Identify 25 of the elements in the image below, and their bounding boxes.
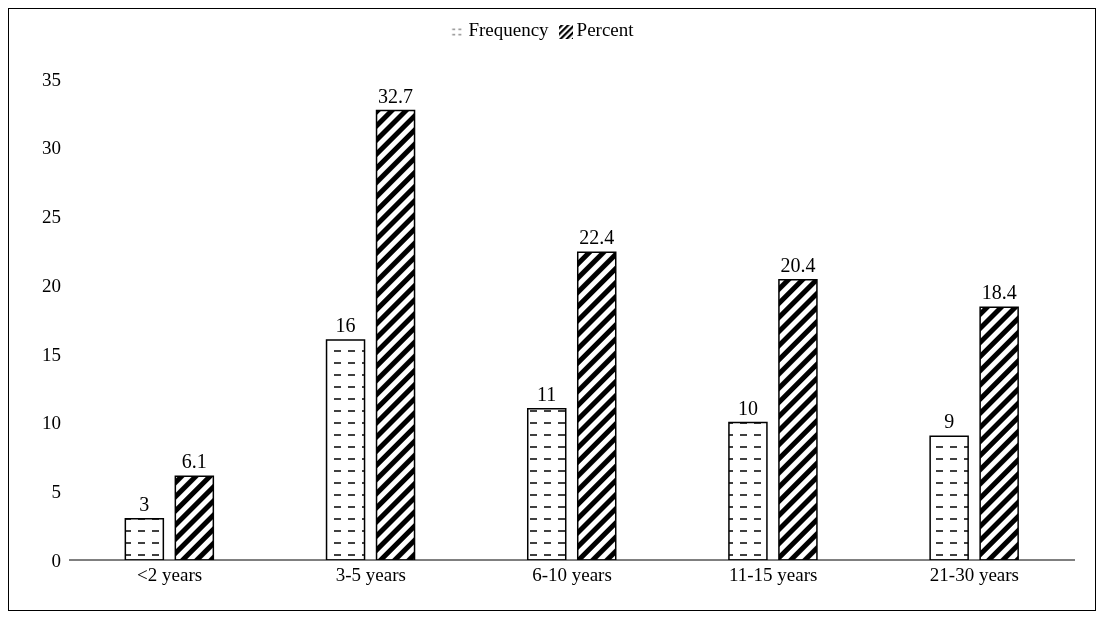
data-label: 6.1: [181, 450, 207, 473]
y-tick-label: 35: [42, 68, 61, 90]
y-tick-label: 20: [42, 274, 61, 296]
data-label: 3: [139, 492, 150, 515]
data-label: 22.4: [579, 226, 615, 249]
y-tick-label: 30: [42, 137, 61, 159]
y-tick-label: 25: [42, 206, 61, 228]
data-label: 11: [537, 382, 557, 405]
data-label: 16: [335, 314, 356, 337]
y-tick-label: 0: [51, 549, 61, 571]
data-label: 10: [737, 396, 758, 419]
x-tick-label: <2 years: [137, 564, 203, 586]
legend-label: Percent: [576, 19, 634, 40]
y-tick-label: 10: [42, 412, 61, 434]
data-label: 20.4: [780, 253, 816, 276]
x-tick-label: 6-10 years: [532, 564, 612, 586]
x-tick-label: 11-15 years: [728, 564, 818, 586]
x-tick-label: 21-30 years: [929, 564, 1019, 586]
y-tick-label: 5: [51, 481, 61, 503]
data-label: 9: [944, 410, 955, 433]
data-label: 32.7: [378, 84, 414, 107]
x-tick-label: 3-5 years: [335, 564, 406, 586]
y-tick-label: 15: [42, 343, 61, 365]
data-label: 18.4: [981, 281, 1017, 304]
legend-label: Frequency: [468, 19, 549, 40]
